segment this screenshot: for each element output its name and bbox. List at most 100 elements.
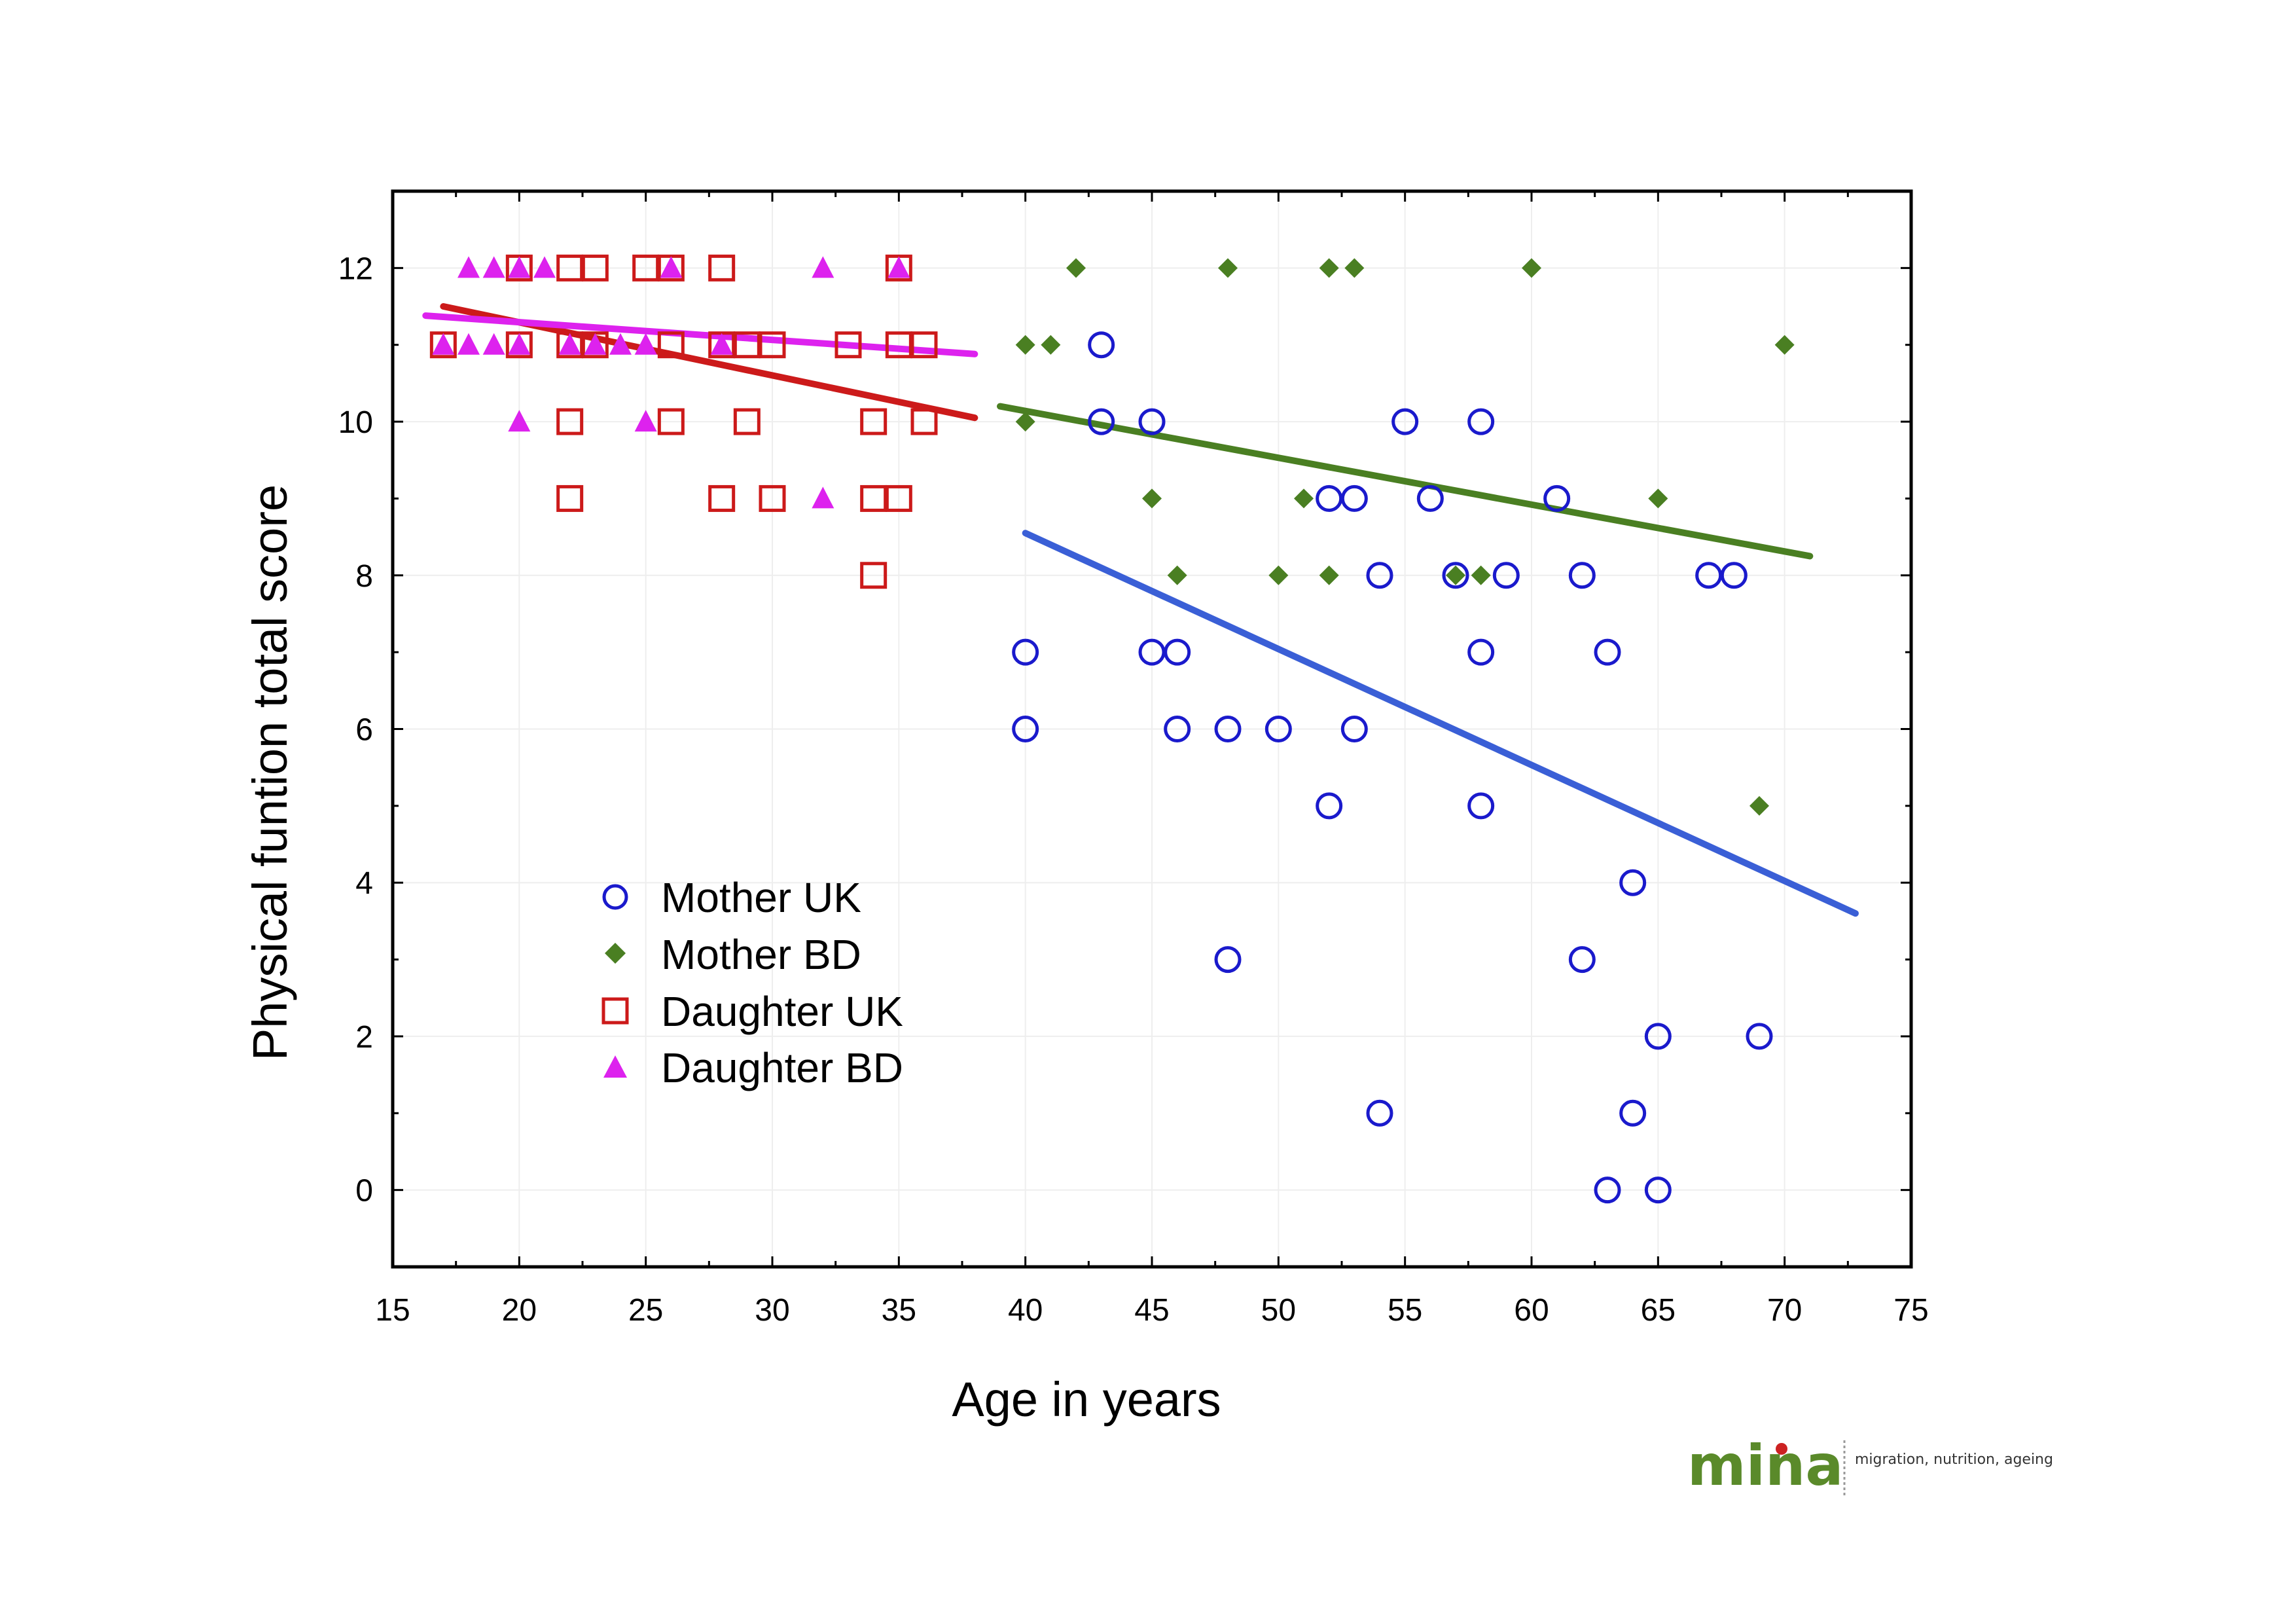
trend-lines: [422, 303, 1859, 917]
data-point-mother-uk: [1316, 792, 1343, 820]
data-point-daughter-uk: [556, 254, 584, 282]
trend-line-mother-bd: [997, 403, 1814, 560]
data-point-daughter-uk: [759, 331, 786, 359]
data-point-mother-uk: [1214, 946, 1242, 974]
data-point-mother-bd: [1268, 565, 1289, 585]
x-tick-label: 50: [1261, 1293, 1296, 1328]
data-point-mother-uk: [1138, 408, 1166, 435]
legend-label: Daughter UK: [661, 988, 903, 1035]
data-point-mother-uk: [1695, 562, 1723, 589]
data-point-daughter-uk: [885, 331, 912, 359]
data-point-mother-uk: [1088, 331, 1115, 359]
x-tick-label: 55: [1388, 1293, 1422, 1328]
data-point-daughter-bd: [508, 410, 531, 432]
data-point-daughter-bd: [482, 333, 505, 355]
data-point-mother-uk: [1594, 1176, 1621, 1204]
data-point-mother-uk: [1164, 638, 1191, 666]
data-point-mother-bd: [1319, 565, 1339, 585]
data-point-daughter-uk: [708, 484, 736, 512]
data-point-mother-uk: [1619, 1099, 1647, 1127]
data-point-daughter-bd: [457, 256, 480, 278]
data-point-mother-uk: [1366, 562, 1393, 589]
data-point-daughter-bd: [660, 256, 683, 278]
data-point-mother-uk: [1644, 1176, 1672, 1204]
x-tick-label: 15: [375, 1293, 410, 1328]
data-point-daughter-bd: [888, 256, 910, 278]
x-tick-label: 25: [628, 1293, 663, 1328]
data-point-daughter-bd: [609, 333, 632, 355]
data-point-daughter-uk: [556, 408, 584, 435]
data-point-daughter-bd: [812, 256, 834, 278]
data-point-mother-uk: [1138, 638, 1166, 666]
data-point-mother-uk: [1594, 638, 1621, 666]
data-point-daughter-bd: [432, 333, 455, 355]
data-point-mother-uk: [1366, 1099, 1393, 1127]
data-point-mother-uk: [1746, 1023, 1773, 1050]
mina-logo: mina migration, nutrition, ageing: [1687, 1433, 2053, 1499]
data-point-daughter-uk: [733, 331, 761, 359]
data-point-mother-bd: [1218, 258, 1238, 278]
data-point-mother-bd: [1041, 335, 1061, 355]
data-point-mother-bd: [1522, 258, 1541, 278]
data-point-daughter-uk: [657, 408, 685, 435]
data-point-daughter-bd: [508, 256, 531, 278]
data-point-mother-uk: [1416, 484, 1444, 512]
data-point-mother-uk: [1391, 408, 1419, 435]
y-tick-label: 12: [338, 251, 373, 286]
data-point-mother-bd: [1142, 488, 1162, 509]
legend-diamond-icon: [605, 943, 626, 964]
y-tick-label: 2: [355, 1020, 373, 1055]
legend-label: Mother BD: [661, 931, 861, 978]
data-point-mother-bd: [1344, 258, 1365, 278]
data-point-mother-uk: [1492, 562, 1520, 589]
data-point-daughter-uk: [657, 331, 685, 359]
data-point-daughter-bd: [584, 333, 607, 355]
legend-label: Mother UK: [661, 874, 861, 921]
y-tick-label: 8: [355, 559, 373, 594]
x-tick-label: 35: [882, 1293, 916, 1328]
data-point-mother-uk: [1467, 638, 1495, 666]
axis-ticks: 15 20 25 30 35 40 45 50 55 60 65 70 75 0 2 4 6 8 10 12: [338, 190, 1929, 1328]
data-point-mother-uk: [1619, 869, 1647, 896]
y-tick-label: 10: [338, 405, 373, 440]
data-point-daughter-uk: [860, 562, 888, 589]
legend-item-daughter-uk: Daughter UK: [601, 988, 903, 1035]
legend-item-daughter-bd: Daughter BD: [603, 1044, 903, 1091]
data-point-mother-bd: [1648, 488, 1668, 509]
data-point-daughter-bd: [558, 333, 581, 355]
data-point-mother-bd: [1167, 565, 1187, 585]
data-point-daughter-bd: [634, 410, 657, 432]
y-axis-title: Physical funtion total score: [243, 484, 297, 1061]
data-point-daughter-uk: [860, 408, 888, 435]
data-point-mother-uk: [1012, 638, 1039, 666]
data-point-mother-bd: [1471, 565, 1491, 585]
legend-triangle-icon: [603, 1055, 627, 1078]
y-tick-label: 6: [355, 713, 373, 748]
data-point-mother-bd: [1066, 258, 1086, 278]
data-point-mother-bd: [1294, 488, 1314, 509]
data-point-mother-bd: [1774, 335, 1795, 355]
logo-tagline: migration, nutrition, ageing: [1855, 1451, 2053, 1468]
data-point-mother-uk: [1467, 408, 1495, 435]
x-tick-label: 45: [1134, 1293, 1169, 1328]
data-point-mother-uk: [1340, 484, 1368, 512]
trend-line-mother-uk: [1022, 530, 1859, 917]
x-tick-label: 30: [755, 1293, 789, 1328]
data-points: [429, 254, 1795, 1204]
data-point-mother-uk: [1568, 562, 1596, 589]
data-point-daughter-uk: [834, 331, 862, 359]
data-point-daughter-uk: [708, 254, 736, 282]
data-point-daughter-bd: [508, 333, 531, 355]
data-point-mother-uk: [1340, 716, 1368, 742]
data-point-daughter-uk: [733, 408, 761, 435]
data-point-daughter-uk: [632, 254, 660, 282]
x-axis-title: Age in years: [952, 1372, 1221, 1427]
x-tick-label: 40: [1008, 1293, 1043, 1328]
data-point-daughter-uk: [657, 254, 685, 282]
data-point-mother-uk: [1644, 1023, 1672, 1050]
data-point-mother-uk: [1164, 716, 1191, 742]
data-point-mother-uk: [1316, 484, 1343, 512]
data-point-daughter-bd: [457, 333, 480, 355]
x-tick-label: 60: [1514, 1293, 1549, 1328]
